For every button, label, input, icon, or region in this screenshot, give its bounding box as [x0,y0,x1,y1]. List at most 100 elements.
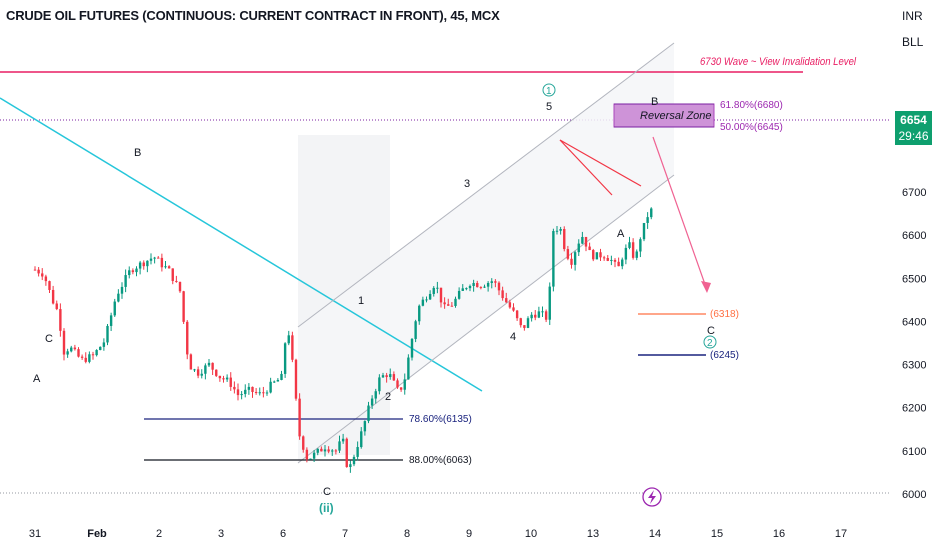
candle-body [247,386,251,390]
background-layer [0,43,890,494]
candle-body [204,365,207,374]
fib-880-label: 88.00%(6063) [409,455,472,466]
candle-body [497,282,501,291]
candle-body [262,392,265,394]
x-axis[interactable]: 31 Feb 2 3 6 7 8 9 10 13 14 15 16 17 [29,528,847,540]
candle-body [378,377,381,392]
candle-body [269,381,272,393]
candle-body [389,374,392,378]
candle-body [120,286,124,294]
candle-body [291,335,294,360]
candle-body [95,350,98,356]
candle-body [563,229,566,250]
y-tick-label: 6200 [902,403,926,415]
wave-label-2: 2 [385,391,391,403]
wave-label-C-left: C [45,333,53,345]
y-tick-label: 6600 [902,230,926,242]
candle-body [505,298,508,303]
candle-body [602,257,606,259]
candle-body [410,338,414,358]
candle-body [338,441,341,451]
candle-body [360,431,363,448]
candle-body [175,280,178,282]
x-tick-label: 6 [280,528,286,540]
candle-body [508,302,512,308]
candle-body [646,217,649,223]
candle-body [193,369,196,371]
candle-body [55,303,58,310]
candle-body [443,302,446,305]
candle-body [407,357,410,380]
wave-label-circled-1: 1 [546,86,552,97]
candle-body [178,281,182,292]
candle-body [483,286,486,288]
candle-body [399,387,403,390]
candle-body [606,258,609,261]
candle-body [305,449,309,460]
wave-label-C-bottom: C [323,486,331,498]
candle-body [367,405,370,422]
candle-body [106,325,109,343]
candle-body [425,299,428,301]
candle-body [113,301,116,316]
candle-body [363,421,367,432]
candle-body [258,392,261,394]
candle-body [461,288,464,291]
candle-body [385,375,388,378]
candle-body [432,287,435,294]
candle-body [244,389,247,395]
candle-body [588,246,591,251]
candle-body [599,252,602,258]
candle-body [77,349,80,357]
circled-1-marker [542,83,556,97]
x-tick-label: 14 [649,528,661,540]
x-tick-label: 31 [29,528,41,540]
candle-body [323,449,327,452]
candle-body [352,456,356,465]
channel-upper-line [297,42,675,328]
x-tick-label: 15 [711,528,723,540]
candle-body [457,290,461,299]
y-tick-label: 6400 [902,316,926,328]
candle-body [294,359,298,399]
candle-body [287,335,290,344]
projection-arrow-line [652,136,708,291]
candle-body [331,450,334,452]
candle-body [124,275,127,287]
candle-body [218,375,222,379]
candle-body [541,311,544,313]
x-tick-label: 17 [835,528,847,540]
circled-2-marker [703,335,717,349]
y-tick-label: 6500 [902,273,926,285]
candle-body [494,281,497,283]
candle-body [418,305,421,322]
wave-label-C-right: C [707,325,715,337]
wave-label-1: 1 [358,295,364,307]
fib-786-label: 78.60%(6135) [409,414,472,425]
lightning-event-icon[interactable] [642,487,662,507]
candle-body [613,259,617,262]
candle-body [534,314,537,318]
x-tick-label: 13 [587,528,599,540]
wave-label-3: 3 [464,178,470,190]
candle-body [48,281,51,290]
candle-body [439,287,443,303]
candle-body [334,450,338,452]
candle-body [650,208,653,218]
candle-body [515,310,519,319]
candle-body [392,374,396,381]
y-axis[interactable]: 6000 6100 6200 6300 6400 6500 6600 6700 [902,187,926,501]
candle-body [236,389,240,396]
last-price-value: 6654 [900,113,927,127]
x-tick-label: 3 [218,528,224,540]
candle-body [345,438,348,468]
candle-body [472,282,475,287]
x-tick-label: 16 [773,528,785,540]
candle-body [225,377,229,380]
candle-body [51,289,55,304]
candle-body [182,291,185,322]
x-tick-label: Feb [87,528,107,540]
target-orange-label: (6318) [710,309,739,320]
candle-body [447,304,450,306]
